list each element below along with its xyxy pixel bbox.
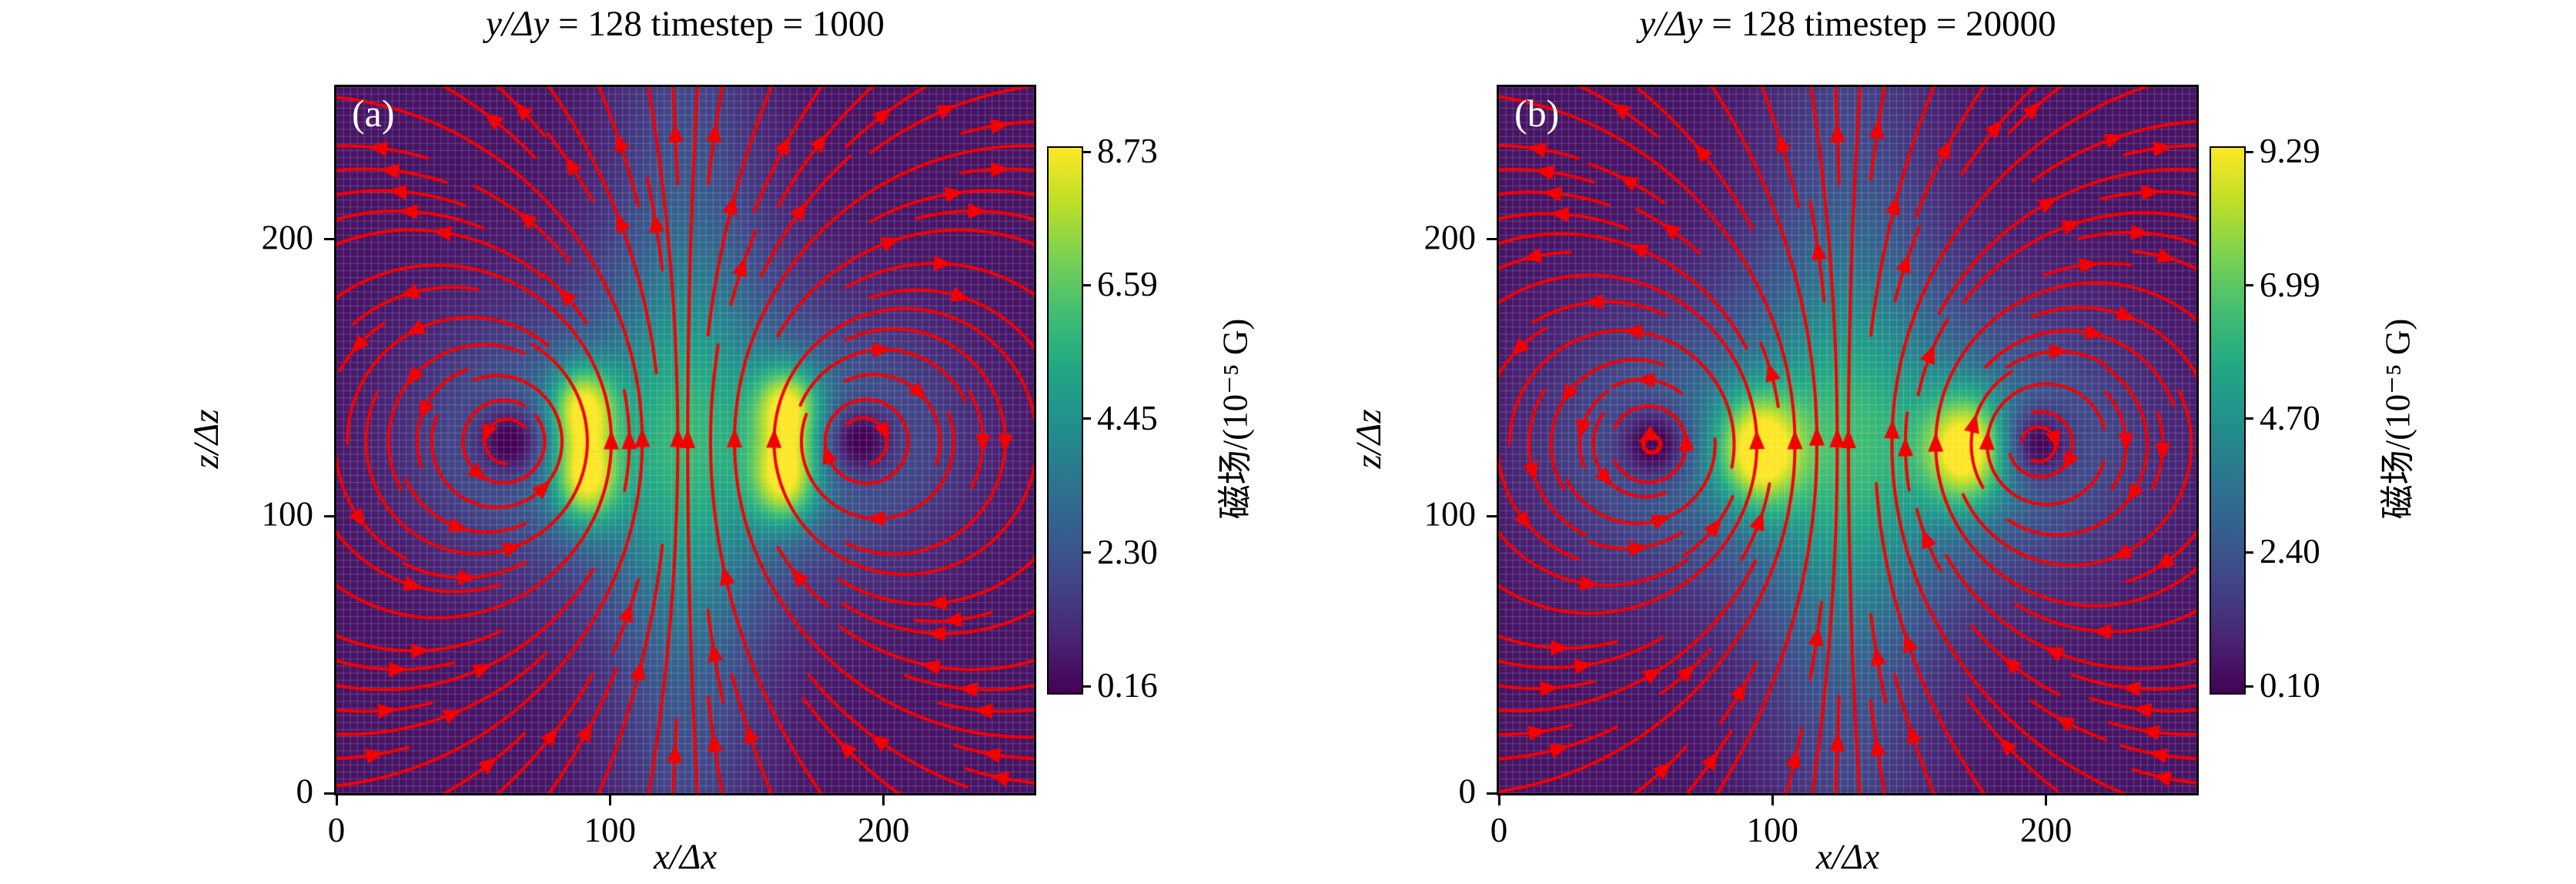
y-tick-mark: [1487, 792, 1499, 795]
panel-b-title-math: y/Δy: [1639, 4, 1703, 44]
y-tick-mark: [324, 514, 336, 517]
panel-b-title: y/Δy = 128 timestep = 20000: [1499, 3, 2196, 45]
x-tick-label: 100: [1746, 811, 1799, 849]
colorbar-tick-label: 4.70: [2260, 398, 2320, 437]
colorbar-tick-mark: [1082, 551, 1091, 554]
y-tick-label: 100: [1423, 494, 1477, 534]
x-tick-mark: [882, 793, 885, 805]
panel-a-xlabel: x/Δx: [653, 837, 718, 877]
panel-a-title-math: y/Δy: [486, 4, 550, 44]
x-tick-mark: [2045, 793, 2048, 805]
colorbar-tick-label: 0.16: [1097, 665, 1158, 705]
y-tick-label: 0: [1458, 772, 1477, 811]
colorbar-tick-mark: [1082, 150, 1091, 153]
colorbar-tick-label: 2.30: [1097, 532, 1158, 571]
panel-a-colorbar: [1047, 146, 1083, 695]
panel-a-ylabel: z/Δz: [186, 409, 226, 469]
x-tick-mark: [608, 793, 611, 805]
colorbar-tick-mark: [1082, 685, 1091, 688]
y-tick-mark: [1487, 238, 1499, 241]
colorbar-tick-mark: [2244, 417, 2253, 420]
colorbar-tick-mark: [2244, 284, 2253, 287]
colorbar-tick-label: 6.99: [2260, 265, 2320, 304]
panel-b-xlabel: x/Δx: [1815, 837, 1880, 877]
colorbar-tick-label: 9.29: [2260, 131, 2320, 170]
x-tick-label: 100: [584, 811, 637, 849]
panel-a-letter: (a): [352, 92, 395, 135]
colorbar-tick-mark: [2244, 551, 2253, 554]
y-tick-label: 0: [296, 772, 314, 811]
panel-b-ylabel: z/Δz: [1349, 409, 1389, 469]
colorbar-tick-label: 4.45: [1097, 398, 1158, 437]
x-tick-label: 200: [857, 811, 910, 849]
y-tick-label: 200: [1423, 218, 1477, 257]
panel-a-plot-canvas: [336, 87, 1034, 793]
x-tick-label: 0: [327, 811, 346, 849]
x-tick-mark: [335, 793, 338, 805]
panel-b-letter: (b): [1514, 92, 1560, 135]
panel-b-colorbar-label: 磁场/(10⁻⁵ G): [2378, 318, 2417, 520]
panel-a-title: y/Δy = 128 timestep = 1000: [336, 3, 1034, 45]
colorbar-tick-mark: [2244, 150, 2253, 153]
y-tick-mark: [324, 792, 336, 795]
x-tick-label: 0: [1490, 811, 1508, 849]
colorbar-tick-label: 2.40: [2260, 532, 2320, 571]
colorbar-tick-mark: [1082, 283, 1091, 286]
panel-a-colorbar-label: 磁场/(10⁻⁵ G): [1216, 318, 1255, 520]
x-tick-label: 200: [2019, 811, 2073, 849]
panel-a-title-text: = 128 timestep = 1000: [549, 4, 885, 44]
colorbar-tick-label: 8.73: [1097, 131, 1158, 170]
y-tick-mark: [1487, 514, 1499, 517]
y-tick-label: 200: [261, 218, 314, 257]
x-tick-mark: [1497, 793, 1500, 805]
panel-b-title-text: = 128 timestep = 20000: [1702, 4, 2056, 44]
colorbar-tick-label: 6.59: [1097, 265, 1158, 304]
colorbar-tick-mark: [2244, 685, 2253, 688]
colorbar-tick-mark: [1082, 417, 1091, 420]
y-tick-label: 100: [261, 494, 314, 534]
colorbar-tick-label: 0.10: [2260, 665, 2320, 705]
panel-b-colorbar: [2210, 146, 2246, 695]
y-tick-mark: [324, 238, 336, 241]
x-tick-mark: [1771, 793, 1774, 805]
panel-b-plot-canvas: [1499, 87, 2196, 793]
